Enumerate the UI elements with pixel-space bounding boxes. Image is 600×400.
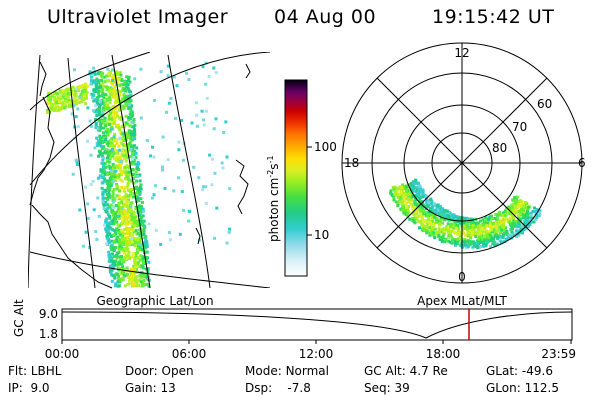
polar-map: 12 18 6 0 60 70 80	[341, 42, 586, 284]
orbit-plot-ylabel: GC Alt	[12, 299, 26, 337]
status-ip: IP: 9.0	[8, 381, 50, 395]
geographic-panel-label: Geographic Lat/Lon	[96, 294, 213, 308]
colorbar-tick-100: 100	[314, 140, 337, 154]
gc-alt-value: 4.7 Re	[409, 364, 448, 378]
status-seq: Seq: 39	[364, 381, 410, 395]
dsp-value: -7.8	[287, 381, 311, 395]
status-door: Door: Open	[125, 364, 194, 378]
coastlines	[29, 61, 251, 289]
mlt-label-6: 6	[578, 156, 586, 170]
polar-grid	[341, 42, 583, 284]
door-value: Open	[161, 364, 194, 378]
colorbar-units-label: photon cm-2s-1	[266, 155, 281, 242]
filter-value: LBHL	[30, 364, 62, 378]
geo-gridlines	[28, 52, 270, 288]
image-date: 04 Aug 00	[274, 6, 377, 28]
gain-value: 13	[160, 381, 176, 395]
orbit-plot-frame	[61, 308, 573, 341]
orbit-altitude-curve	[61, 311, 573, 339]
orbit-xtick-1200: 12:00	[299, 347, 334, 361]
mlat-label-60: 60	[537, 97, 552, 111]
ip-value: 9.0	[30, 381, 50, 395]
mlat-label-70: 70	[512, 120, 527, 134]
image-time: 19:15:42 UT	[432, 6, 555, 28]
orbit-xtick-0600: 06:00	[172, 347, 207, 361]
status-gain: Gain: 13	[125, 381, 176, 395]
orbit-xtick-0000: 00:00	[45, 347, 80, 361]
glon-value: 112.5	[524, 381, 559, 395]
status-gc-alt: GC Alt: 4.7 Re	[364, 364, 448, 378]
status-filter: Flt: LBHL	[8, 364, 62, 378]
mlat-label-80: 80	[492, 141, 507, 155]
orbit-xtick-2359: 23:59	[541, 347, 576, 361]
status-glon: GLon: 112.5	[486, 381, 559, 395]
mode-value: Normal	[285, 364, 329, 378]
colorbar-scale	[284, 79, 308, 277]
status-mode: Mode: Normal	[245, 364, 329, 378]
polar-panel-label: Apex MLat/MLT	[417, 294, 507, 308]
mlt-label-12: 12	[454, 46, 469, 60]
mlt-label-18: 18	[344, 156, 359, 170]
colorbar: 100 10 photon cm-2s-1	[266, 79, 337, 277]
status-glat: GLat: -49.6	[486, 364, 553, 378]
colorbar-tick-10: 10	[314, 228, 329, 242]
orbit-xtick-1800: 18:00	[426, 347, 461, 361]
orbit-altitude-plot: GC Alt 9.0 1.8 00:00 06:00 12:00 18:00 2…	[12, 299, 576, 361]
aurora-emission-geographic	[46, 61, 232, 288]
aurora-emission-polar	[389, 178, 542, 250]
orbit-plot-ytick-min: 1.8	[39, 327, 58, 341]
orbit-plot-ytick-max: 9.0	[39, 307, 58, 321]
instrument-title: Ultraviolet Imager	[47, 6, 229, 28]
geographic-map	[28, 52, 270, 289]
seq-value: 39	[394, 381, 410, 395]
status-dsp: Dsp: -7.8	[245, 381, 311, 395]
glat-value: -49.6	[521, 364, 553, 378]
mlt-label-0: 0	[458, 270, 466, 284]
